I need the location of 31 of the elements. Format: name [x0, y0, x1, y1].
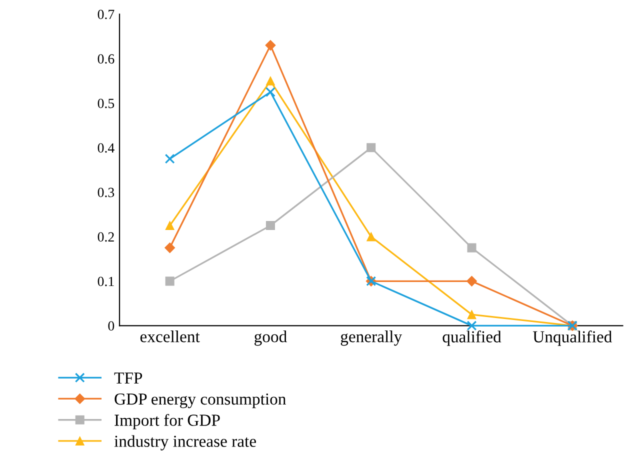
- legend-label: Import for GDP: [114, 414, 220, 430]
- y-tick-label: 0.4: [98, 143, 114, 153]
- x-tick-label: good: [254, 330, 287, 346]
- point: [266, 221, 275, 230]
- x-tick-label: Unqualified: [532, 330, 612, 346]
- point: [164, 242, 176, 254]
- y-tick-label: 0.2: [98, 232, 114, 242]
- legend-label: GDP energy consumption: [114, 394, 286, 408]
- y-tick-label: 0.6: [98, 54, 114, 64]
- point: [466, 320, 477, 331]
- point: [466, 276, 478, 286]
- point: [265, 87, 276, 98]
- point: [164, 154, 175, 164]
- legend-label: TFP: [114, 372, 142, 384]
- y-tick-label: 0: [108, 321, 114, 331]
- y-tick-label: 0.7: [98, 10, 114, 20]
- x-tick-label: generally: [340, 330, 402, 346]
- x-tick-label: excellent: [140, 330, 200, 342]
- point: [467, 243, 476, 252]
- point: [366, 232, 376, 242]
- point: [366, 143, 376, 152]
- y-tick-label: 0.3: [98, 188, 114, 198]
- point: [467, 310, 476, 320]
- point: [266, 76, 275, 86]
- point: [165, 221, 174, 230]
- x-tick-label: qualified: [442, 330, 502, 346]
- point: [265, 40, 276, 51]
- y-tick-label: 0.1: [98, 276, 114, 286]
- y-tick-label: 0.5: [98, 98, 114, 108]
- legend-label: industry increase rate: [114, 435, 256, 450]
- point: [165, 276, 174, 286]
